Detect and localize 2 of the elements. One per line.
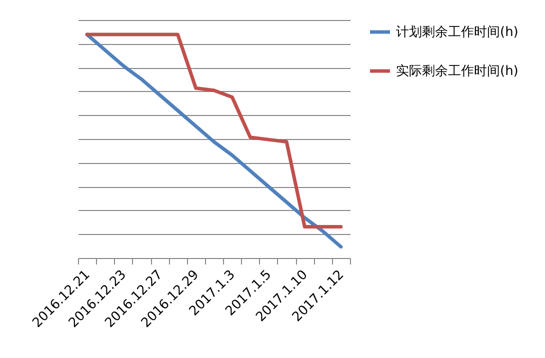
legend-label: 实际剩余工作时间(h) — [396, 64, 518, 79]
legend-label: 计划剩余工作时间(h) — [396, 25, 518, 40]
